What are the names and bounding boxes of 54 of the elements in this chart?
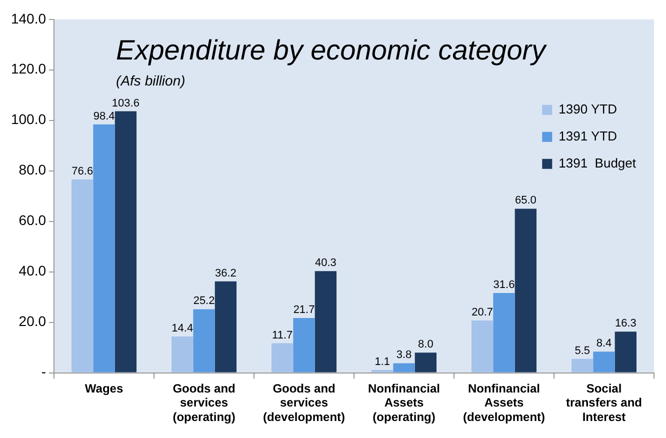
x-tick-label: Social transfers and Interest xyxy=(566,381,642,424)
x-tick-label: Nonfinancial Assets (development) xyxy=(463,381,546,424)
data-label: 8.0 xyxy=(418,338,434,351)
bar xyxy=(314,271,337,372)
y-tick-label: 40.0 xyxy=(18,262,46,279)
data-label: 16.3 xyxy=(614,318,636,330)
bar xyxy=(93,124,115,372)
x-tick-label: Goods and services (development) xyxy=(263,381,346,424)
bar xyxy=(393,363,415,372)
data-label: 31.6 xyxy=(493,279,515,292)
bar xyxy=(472,320,494,372)
x-tick-label: Goods and services (operating) xyxy=(172,381,236,424)
data-label: 3.8 xyxy=(396,349,412,362)
data-label: 103.6 xyxy=(112,97,140,110)
y-tick-label: 80.0 xyxy=(18,162,46,178)
data-label: 65.0 xyxy=(514,194,536,207)
y-tick-label: 100.0 xyxy=(10,111,46,128)
legend-label: 1390 YTD xyxy=(558,101,617,116)
data-label: 98.4 xyxy=(93,110,115,122)
bar xyxy=(114,111,137,372)
data-label: 1.1 xyxy=(374,356,390,368)
bar xyxy=(172,336,194,372)
legend-label: 1391 YTD xyxy=(558,128,617,144)
data-label: 40.3 xyxy=(314,257,336,270)
data-label: 21.7 xyxy=(293,304,315,316)
bar xyxy=(272,343,294,372)
data-label: 36.2 xyxy=(214,267,236,280)
bar xyxy=(572,358,594,372)
y-tick-label: 140.0 xyxy=(10,10,46,26)
bar xyxy=(493,293,515,372)
y-tick-label: 60.0 xyxy=(18,212,46,228)
text: (Afs billion) xyxy=(116,72,186,88)
bar xyxy=(514,208,537,372)
bar xyxy=(72,179,94,372)
data-label: 11.7 xyxy=(272,329,293,342)
x-tick-label: Wages xyxy=(84,381,124,396)
bar xyxy=(193,309,215,372)
bar xyxy=(593,352,615,372)
data-label: 8.4 xyxy=(596,338,612,350)
data-label: 5.5 xyxy=(574,344,590,357)
data-label: 20.7 xyxy=(472,306,494,319)
y-tick-label: 120.0 xyxy=(10,60,46,77)
text: Expenditure by economic category xyxy=(116,34,548,66)
y-tick-label: - xyxy=(41,364,46,380)
data-label: 25.2 xyxy=(193,295,215,308)
x-tick-label: Nonfinancial Assets (operating) xyxy=(368,381,440,424)
bar xyxy=(614,332,636,372)
bar xyxy=(293,318,315,372)
data-label: 76.6 xyxy=(72,165,94,178)
bar xyxy=(214,281,237,372)
legend-label: 1391 Budget xyxy=(558,155,636,170)
bar xyxy=(414,352,437,372)
y-tick-label: 20.0 xyxy=(18,313,46,330)
data-label: 14.4 xyxy=(172,322,194,334)
